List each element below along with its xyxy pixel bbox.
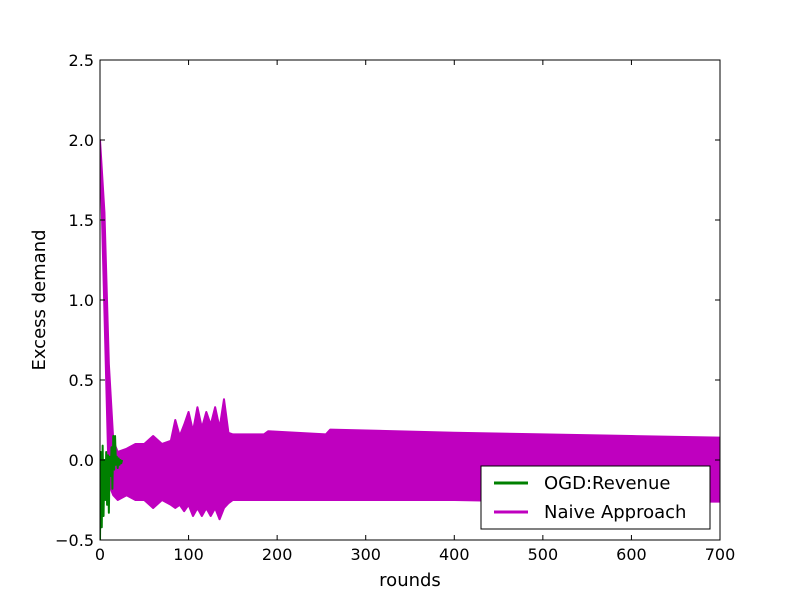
y-tick-label: 1.5 — [69, 211, 94, 230]
x-axis-label: rounds — [379, 570, 441, 591]
y-tick-label: 0.5 — [69, 371, 94, 390]
series-ogd-revenue — [100, 435, 124, 540]
x-tick-label: 700 — [705, 545, 736, 564]
x-tick-label: 300 — [350, 545, 381, 564]
y-tick-label: 1.0 — [69, 291, 94, 310]
legend-box — [480, 465, 711, 530]
y-tick-label: 2.0 — [69, 131, 94, 150]
y-tick-label: 0.0 — [69, 451, 94, 470]
x-tick-label: 200 — [262, 545, 293, 564]
legend-label-naive-approach: Naive Approach — [544, 502, 686, 523]
legend: OGD:Revenue Naive Approach — [480, 465, 711, 530]
x-tick-label: 0 — [95, 545, 105, 564]
x-tick-label: 500 — [528, 545, 559, 564]
ticks-layer: 0 100 200 300 400 500 600 700 −0.5 0.0 0.5 1.0 1.5 2.… — [55, 51, 735, 564]
y-tick-label: 2.5 — [69, 51, 94, 70]
x-tick-label: 600 — [616, 545, 647, 564]
x-tick-label: 400 — [439, 545, 470, 564]
x-tick-label: 100 — [173, 545, 204, 564]
y-axis-label: Excess demand — [29, 229, 50, 370]
legend-label-ogd-revenue: OGD:Revenue — [544, 473, 670, 494]
y-tick-label: −0.5 — [55, 531, 94, 550]
